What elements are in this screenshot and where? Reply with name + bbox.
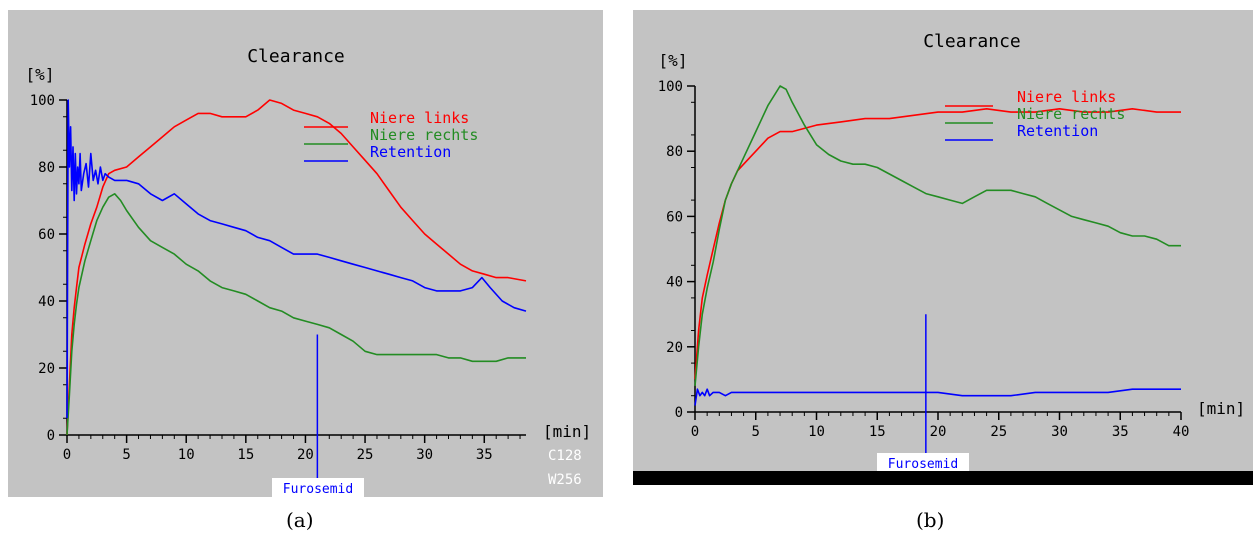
chart-a-ytick-label: 80	[38, 160, 55, 176]
chart-a-title: Clearance	[247, 46, 345, 67]
chart-b-ytick-label: 20	[666, 340, 683, 356]
chart-b-legend-label-niere-links: Niere links	[1017, 88, 1116, 106]
chart-b-xtick-label: 0	[691, 424, 699, 440]
chart-a-series-line-niere-links	[66, 99, 527, 436]
chart-panel-a: Clearance [%] [min] 0 20 40 60 80 100 0 5 10 15 20 25 3…	[8, 10, 603, 497]
chart-b-xtick-label: 25	[990, 424, 1007, 440]
chart-a-series-line-retention	[66, 99, 527, 419]
chart-b-ytick-label: 100	[658, 79, 683, 95]
chart-b-series-line-niere-rechts	[694, 85, 1181, 386]
chart-b-xtick-label: 30	[1051, 424, 1068, 440]
chart-b-xtick-label: 15	[869, 424, 886, 440]
chart-a-xtick-label: 25	[357, 447, 374, 463]
chart-a-svg: Clearance [%] [min] 0 20 40 60 80 100 0 5 10 15 20 25 3…	[26, 46, 591, 497]
chart-b-xtick-label: 20	[930, 424, 947, 440]
chart-b-xtick-label: 35	[1112, 424, 1129, 440]
chart-a-furosemid-label: Furosemid	[283, 482, 353, 497]
chart-b-ytick-label: 0	[675, 405, 683, 421]
chart-b-xlabel: [min]	[1197, 399, 1245, 418]
bottom-black-bar	[633, 471, 1253, 485]
chart-a-legend-label-niere-rechts: Niere rechts	[370, 126, 478, 144]
chart-a-xtick-label: 10	[178, 447, 195, 463]
chart-a-xlabel: [min]	[543, 422, 591, 441]
chart-a-xtick-label: 35	[476, 447, 493, 463]
chart-b-legend-label-niere-rechts: Niere rechts	[1017, 105, 1125, 123]
chart-b-ylabel: [%]	[659, 51, 688, 70]
chart-b-ytick-label: 80	[666, 144, 683, 160]
chart-a-ytick-label: 0	[47, 428, 55, 444]
chart-b-xtick-label: 40	[1173, 424, 1190, 440]
caption-b: (b)	[916, 508, 945, 532]
chart-b-furosemid-label: Furosemid	[888, 457, 958, 472]
chart-a-side-label: W256	[548, 472, 582, 488]
chart-a-ytick-label: 100	[30, 93, 55, 109]
chart-a-legend-label-niere-links: Niere links	[370, 109, 469, 127]
chart-b-title: Clearance	[923, 31, 1021, 52]
chart-a-series-line-niere-rechts	[66, 193, 526, 436]
caption-a: (a)	[286, 508, 314, 532]
chart-a-side-label: C128	[548, 448, 582, 464]
chart-a-ytick-label: 60	[38, 227, 55, 243]
chart-b-series-line-retention	[694, 388, 1181, 406]
chart-a-xtick-label: 20	[297, 447, 314, 463]
chart-b-legend-label-retention: Retention	[1017, 122, 1098, 140]
chart-b-xtick-label: 10	[808, 424, 825, 440]
chart-b-ytick-label: 40	[666, 275, 683, 291]
chart-a-furosemid-label-bg	[272, 478, 364, 497]
chart-a-ylabel: [%]	[26, 65, 55, 84]
chart-a-ytick-label: 40	[38, 294, 55, 310]
chart-a-xtick-label: 30	[416, 447, 433, 463]
chart-a-ytick-label: 20	[38, 361, 55, 377]
chart-a-xtick-label: 15	[237, 447, 254, 463]
chart-b-furosemid-label-bg	[877, 453, 969, 472]
chart-b-series-line-niere-links	[694, 108, 1181, 380]
chart-a-legend-label-retention: Retention	[370, 143, 451, 161]
chart-b-svg: Clearance [%] [min] 0 20 40 60 80 100 0 5 10 15 20 25 3…	[658, 31, 1245, 472]
chart-panel-b: Clearance [%] [min] 0 20 40 60 80 100 0 5 10 15 20 25 3…	[633, 10, 1253, 485]
chart-a-xtick-label: 0	[63, 447, 71, 463]
chart-b-xtick-label: 5	[752, 424, 760, 440]
chart-a-xtick-label: 5	[122, 447, 130, 463]
chart-b-ytick-label: 60	[666, 209, 683, 225]
